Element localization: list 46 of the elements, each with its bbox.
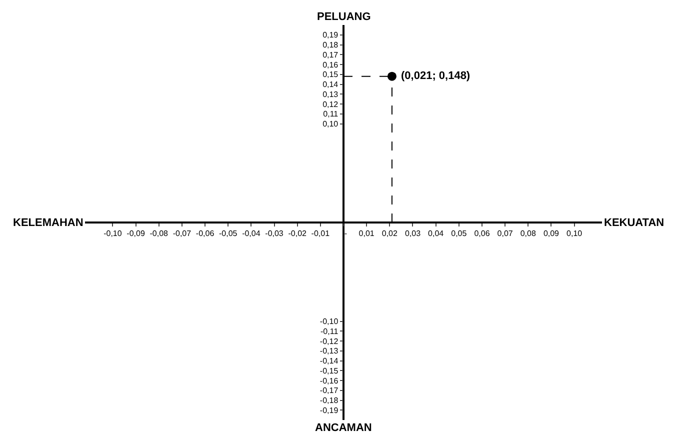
x-tick-label: -0,10: [104, 228, 122, 238]
x-tick-label: 0,04: [428, 228, 444, 238]
y-tick-label: -0,16: [320, 376, 339, 386]
x-tick-label: -0,09: [126, 228, 146, 238]
y-tick-label: 0,10: [322, 120, 339, 129]
y-tick-label: 0,12: [322, 100, 339, 109]
x-tick-label: 0,08: [520, 228, 536, 238]
y-tick-label: -0,17: [320, 386, 339, 396]
x-tick-label: 0,05: [451, 228, 468, 238]
y-tick-label: 0,14: [322, 80, 339, 90]
x-tick-label: 0,06: [474, 228, 490, 238]
y-tick-label: -0,19: [320, 406, 339, 415]
text: KEKUATAN: [604, 217, 664, 229]
y-tick-label: 0,17: [322, 50, 339, 60]
text: KELEMAHAN: [13, 217, 84, 229]
y-tick-label: 0,11: [323, 110, 339, 119]
y-tick-label: 0,19: [322, 30, 339, 40]
x-tick-label: 0,02: [382, 228, 398, 238]
y-tick-label: 0,15: [322, 70, 339, 80]
text: ANCAMAN: [315, 422, 372, 434]
x-tick-label: 0,10: [566, 228, 583, 238]
x-tick-label: -0,07: [172, 228, 192, 238]
y-tick-label: 0,13: [322, 90, 339, 99]
x-tick-label: 0,03: [404, 228, 422, 238]
x-tick-label: 0,09: [543, 228, 560, 238]
y-tick-label: -0,11: [320, 326, 339, 336]
x-tick-label: -0,01: [311, 228, 330, 238]
y-tick-label: -0,14: [320, 356, 339, 366]
x-tick-label: 0,07: [497, 228, 514, 238]
x-tick-label: -0,06: [196, 228, 215, 238]
x-tick-label: 0,01: [358, 228, 375, 238]
x-tick-label: -0,04: [242, 228, 261, 238]
y-tick-label: -0,15: [320, 366, 339, 376]
annotation: (0,021; 0,148): [401, 70, 470, 82]
x-tick-label: -0,05: [218, 228, 238, 238]
text: PELUANG: [317, 11, 371, 23]
y-tick-label: -0,18: [320, 396, 339, 406]
x-tick-label: -0,08: [150, 228, 169, 238]
y-tick-label: -0,10: [320, 317, 339, 326]
x-tick-label: -0,02: [288, 228, 308, 238]
y-tick-label: 0,16: [322, 60, 339, 70]
x-tick-label: -0,03: [265, 228, 284, 238]
x-tick-label: -: [340, 228, 348, 238]
y-tick-label: 0,18: [322, 40, 339, 50]
y-tick-label: -0,13: [320, 346, 339, 356]
y-tick-label: -0,12: [320, 336, 339, 346]
